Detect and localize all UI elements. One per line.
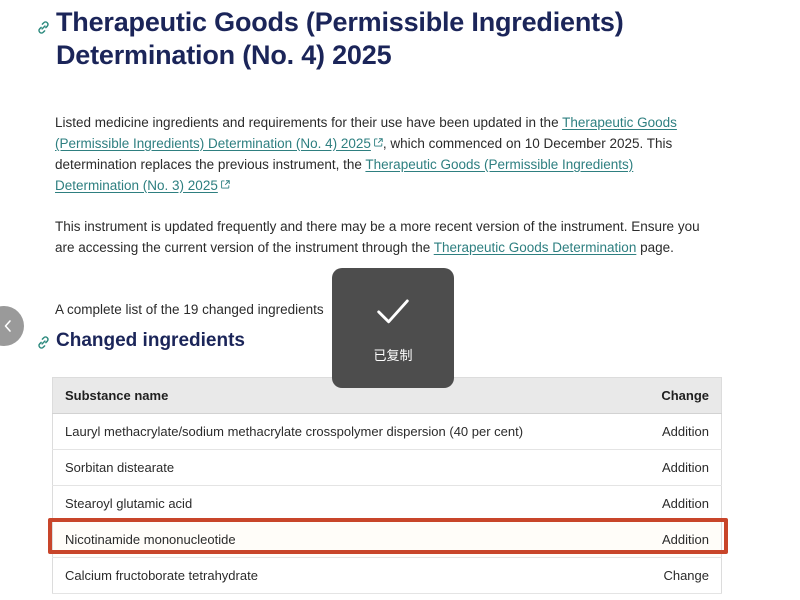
check-icon (371, 291, 415, 335)
cell-change: Addition (605, 449, 722, 486)
cell-substance-name: Nicotinamide mononucleotide (52, 521, 605, 558)
link-icon[interactable] (36, 20, 51, 35)
intro-paragraph: Listed medicine ingredients and requirem… (55, 112, 715, 196)
column-header-change[interactable]: Change (605, 377, 722, 414)
p2-text-2: page. (636, 239, 674, 255)
table-row[interactable]: Sorbitan distearate Addition (52, 449, 722, 486)
cell-change: Addition (605, 521, 722, 558)
back-button[interactable] (0, 306, 24, 346)
table-body: Lauryl methacrylate/sodium methacrylate … (52, 413, 722, 594)
table-head: Substance name Change (52, 377, 722, 414)
cell-change: Addition (605, 485, 722, 522)
changed-ingredients-table: Substance name Change Lauryl methacrylat… (52, 377, 722, 594)
p1-text-2: , which commenced on 10 December 2025. T… (55, 135, 673, 172)
copied-toast: 已复制 (332, 268, 454, 388)
therapeutic-goods-determination-link[interactable]: Therapeutic Goods Determination (433, 239, 637, 255)
toast-label: 已复制 (373, 349, 413, 364)
p2-text-1: This instrument is updated frequently an… (55, 218, 700, 255)
determination-no4-link[interactable]: Therapeutic Goods (Permissible Ingredien… (55, 114, 677, 151)
cell-substance-name: Lauryl methacrylate/sodium methacrylate … (52, 413, 605, 450)
table-header-row: Substance name Change (52, 377, 722, 414)
table-row[interactable]: Lauryl methacrylate/sodium methacrylate … (52, 413, 722, 450)
p1-text-1: Listed medicine ingredients and requirem… (55, 114, 563, 130)
cell-change: Addition (605, 413, 722, 450)
chevron-left-icon (0, 318, 16, 334)
external-link-icon (374, 137, 383, 147)
determination-no3-link[interactable]: Therapeutic Goods (Permissible Ingredien… (55, 156, 634, 193)
version-notice-paragraph: This instrument is updated frequently an… (55, 216, 715, 258)
section-title: Changed ingredients (56, 330, 245, 351)
cell-change: Change (605, 557, 722, 594)
table-row[interactable]: Calcium fructoborate tetrahydrate Change (52, 557, 722, 594)
complete-list-paragraph: A complete list of the 19 changed ingred… (55, 301, 324, 317)
changed-ingredients-heading-block: Changed ingredients (36, 328, 245, 353)
table-row[interactable]: Stearoyl glutamic acid Addition (52, 485, 722, 522)
external-link-icon (220, 179, 230, 189)
table-row[interactable]: Nicotinamide mononucleotide Addition (52, 521, 722, 558)
page-title-block: Therapeutic Goods (Permissible Ingredien… (36, 6, 676, 72)
cell-substance-name: Stearoyl glutamic acid (52, 485, 605, 522)
cell-substance-name: Calcium fructoborate tetrahydrate (52, 557, 605, 594)
column-header-substance-name[interactable]: Substance name (52, 377, 605, 414)
cell-substance-name: Sorbitan distearate (52, 449, 605, 486)
link-icon[interactable] (36, 335, 51, 350)
page-title: Therapeutic Goods (Permissible Ingredien… (56, 7, 624, 70)
